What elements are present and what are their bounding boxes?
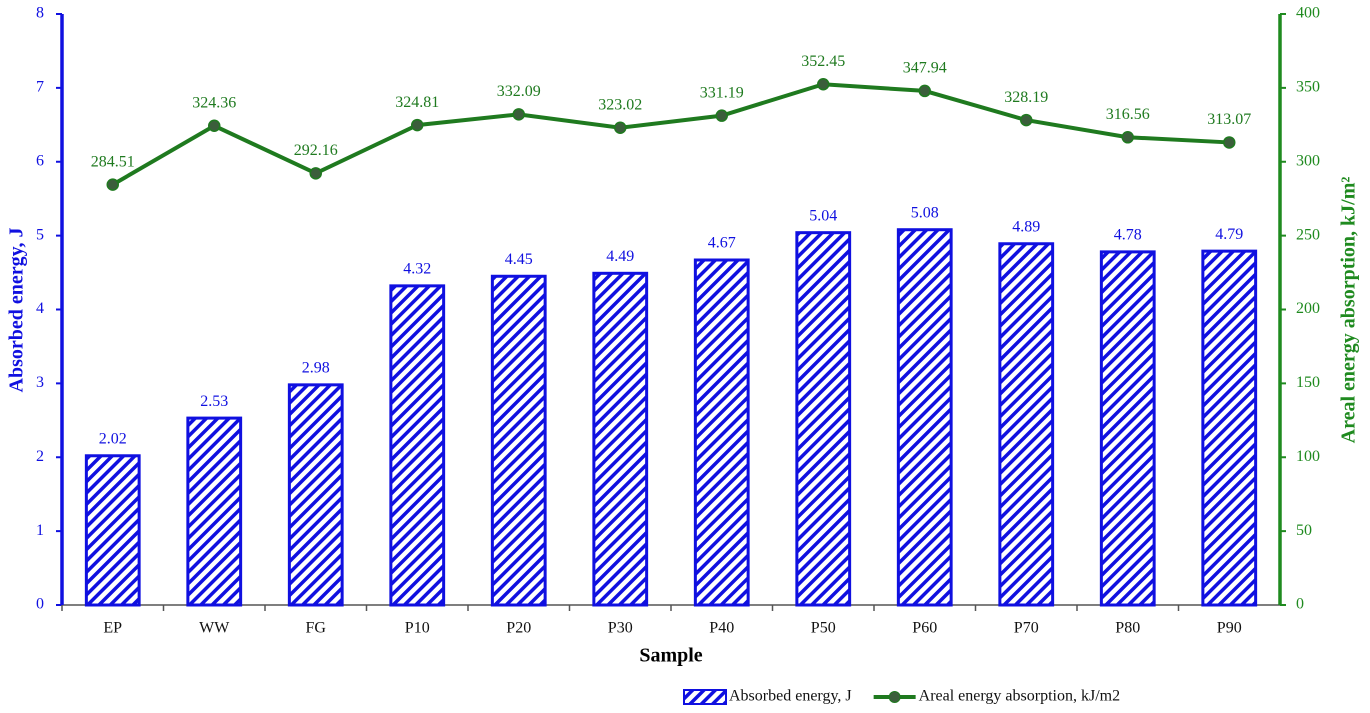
line-value-label: 352.45 (801, 53, 845, 70)
y-tick-label: 2 (36, 448, 44, 465)
line-marker (411, 118, 424, 132)
line-marker (106, 178, 119, 191)
bar-value-label: 2.98 (302, 360, 330, 377)
line-value-label: 347.94 (903, 60, 947, 77)
bar-value-label: 4.32 (403, 261, 431, 278)
line-value-label: 292.16 (294, 142, 338, 159)
line-marker (715, 109, 728, 122)
x-tick-label: P70 (1014, 620, 1039, 637)
bar-value-label: 4.67 (708, 235, 736, 252)
y-tick-label: 5 (36, 226, 44, 243)
bar (389, 284, 446, 607)
y-tick-label: 0 (36, 596, 44, 613)
bar-value-label: 4.45 (505, 251, 533, 268)
line-marker (918, 84, 931, 98)
bar (693, 258, 750, 607)
legend-label: Absorbed energy, J (729, 688, 852, 705)
line-value-label: 331.19 (700, 84, 744, 101)
legend-swatch (683, 689, 727, 705)
y2-tick-label: 400 (1296, 5, 1320, 22)
y2-tick-label: 50 (1296, 522, 1312, 539)
bar-value-label: 5.08 (911, 204, 939, 221)
bar (592, 271, 649, 607)
bar-value-label: 2.53 (200, 393, 228, 410)
y2-tick-label: 0 (1296, 596, 1304, 613)
line-value-label: 313.07 (1207, 111, 1251, 128)
bar (186, 416, 243, 607)
bar-value-label: 4.78 (1114, 227, 1142, 244)
y2-tick-label: 200 (1296, 300, 1320, 317)
bar (287, 383, 344, 607)
bar (1201, 249, 1258, 607)
line (111, 82, 1230, 187)
legend-swatch-marker (888, 691, 901, 703)
line-value-label: 332.09 (497, 83, 541, 100)
bar-value-label: 4.89 (1012, 218, 1040, 235)
x-tick-label: P90 (1217, 620, 1242, 637)
x-tick-label: P30 (608, 620, 633, 637)
line-marker (309, 167, 322, 180)
y2-tick-label: 250 (1296, 226, 1320, 243)
y2-tick-label: 350 (1296, 79, 1320, 96)
legend-label: Areal energy absorption, kJ/m2 (919, 688, 1120, 705)
x-tick-label: WW (199, 620, 230, 637)
line-value-label: 284.51 (91, 153, 135, 170)
bar (84, 454, 141, 607)
y2-tick-label: 300 (1296, 152, 1320, 169)
line-value-label: 324.36 (192, 94, 236, 111)
line-value-label: 323.02 (598, 96, 642, 113)
x-tick-label: P50 (811, 620, 836, 637)
line-marker (512, 108, 525, 121)
y-tick-label: 8 (36, 5, 44, 22)
x-tick-label: P60 (912, 620, 937, 637)
line-marker (208, 119, 221, 133)
bar (795, 231, 852, 607)
x-tick-label: P80 (1115, 620, 1140, 637)
y2-tick-label: 150 (1296, 374, 1320, 391)
x-tick-label: P20 (506, 620, 531, 637)
bar (490, 274, 547, 607)
y-tick-label: 1 (36, 522, 44, 539)
bar-value-label: 2.02 (99, 430, 127, 447)
y2-axis-title: Areal energy absorption, kJ/m² (1338, 177, 1360, 444)
y-tick-label: 7 (36, 79, 44, 96)
x-tick-label: FG (306, 620, 327, 637)
bar-value-label: 5.04 (809, 207, 837, 224)
bar (1099, 250, 1156, 607)
line-marker (817, 78, 830, 91)
y-tick-label: 6 (36, 152, 44, 169)
x-tick-label: P10 (405, 620, 430, 637)
line-value-label: 324.81 (395, 94, 439, 111)
bar (998, 242, 1055, 607)
line-marker (1121, 131, 1134, 144)
line-marker (614, 121, 627, 134)
line-marker (1223, 136, 1236, 149)
x-tick-label: P40 (709, 620, 734, 637)
y-tick-label: 4 (36, 300, 44, 317)
x-axis-title: Sample (639, 645, 702, 667)
bar-value-label: 4.79 (1215, 226, 1243, 243)
x-tick-label: EP (103, 620, 122, 637)
line-marker (1020, 113, 1033, 127)
bar-value-label: 4.49 (606, 248, 634, 265)
y-axis-title: Absorbed energy, J (6, 228, 28, 393)
line-value-label: 328.19 (1004, 89, 1048, 106)
line-value-label: 316.56 (1106, 106, 1150, 123)
bar (896, 228, 953, 607)
y-tick-label: 3 (36, 374, 44, 391)
y2-tick-label: 100 (1296, 448, 1320, 465)
